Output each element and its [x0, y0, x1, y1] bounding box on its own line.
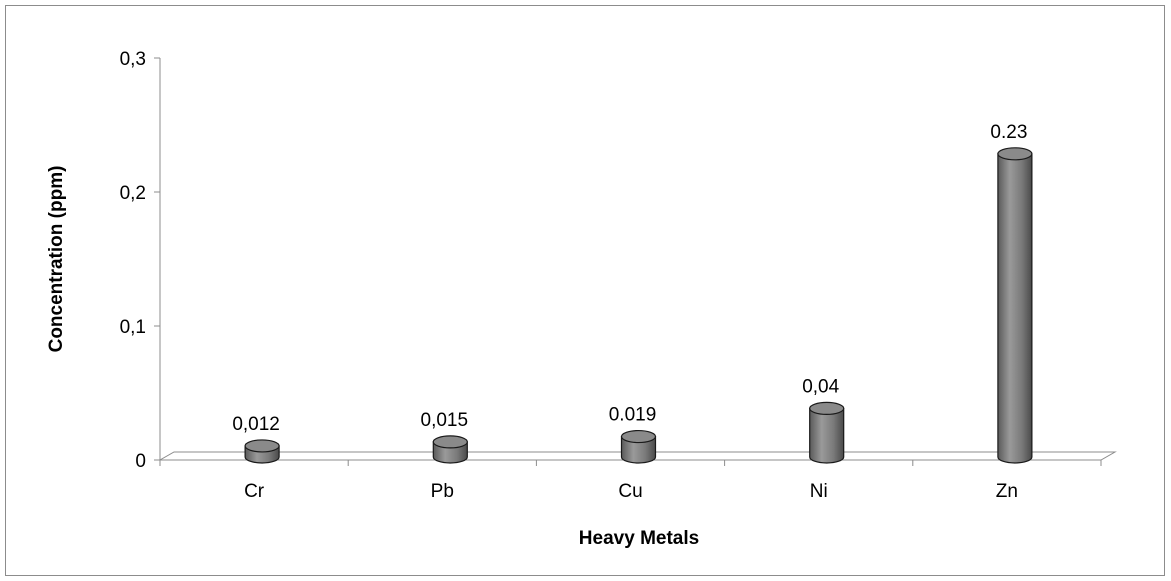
- bar-top-cu: [620, 429, 657, 444]
- y-tick-label: 0: [135, 451, 146, 472]
- data-label-zn: 0.23: [990, 122, 1027, 143]
- bar-top-pb: [432, 435, 468, 449]
- bars: [244, 147, 1033, 464]
- data-label-ni: 0,04: [802, 376, 839, 397]
- y-tick-label: 0,1: [120, 317, 146, 338]
- bar-zn: [997, 153, 1033, 464]
- x-tick-label-cr: Cr: [244, 481, 265, 502]
- x-axis-title: Heavy Metals: [579, 528, 699, 549]
- x-tick-label-cu: Cu: [618, 481, 642, 502]
- axes: 0 0,1 0,2 0,3: [120, 49, 1117, 472]
- y-tick-label: 0,2: [120, 183, 146, 204]
- data-label-pb: 0,015: [421, 410, 469, 431]
- y-tick-label: 0,3: [120, 49, 146, 70]
- bar-cu: [620, 435, 657, 464]
- data-label-cr: 0,012: [232, 414, 280, 435]
- x-tick-label-zn: Zn: [996, 481, 1018, 502]
- y-axis-title: Concentration (ppm): [46, 166, 67, 353]
- labels: 0,012 Cr 0,015 Pb 0.019 Cu 0,04 Ni 0.23 Zn: [232, 122, 1027, 502]
- bar-top-ni: [809, 401, 845, 415]
- chart-frame: [5, 5, 1165, 576]
- data-label-cu: 0.019: [609, 405, 657, 426]
- x-axis-floor: [158, 451, 1117, 461]
- bar-top-zn: [997, 147, 1033, 161]
- bar-top-cr: [244, 439, 280, 453]
- bar-ni: [809, 407, 845, 464]
- x-tick-label-ni: Ni: [810, 481, 828, 502]
- x-tick-label-pb: Pb: [431, 481, 454, 502]
